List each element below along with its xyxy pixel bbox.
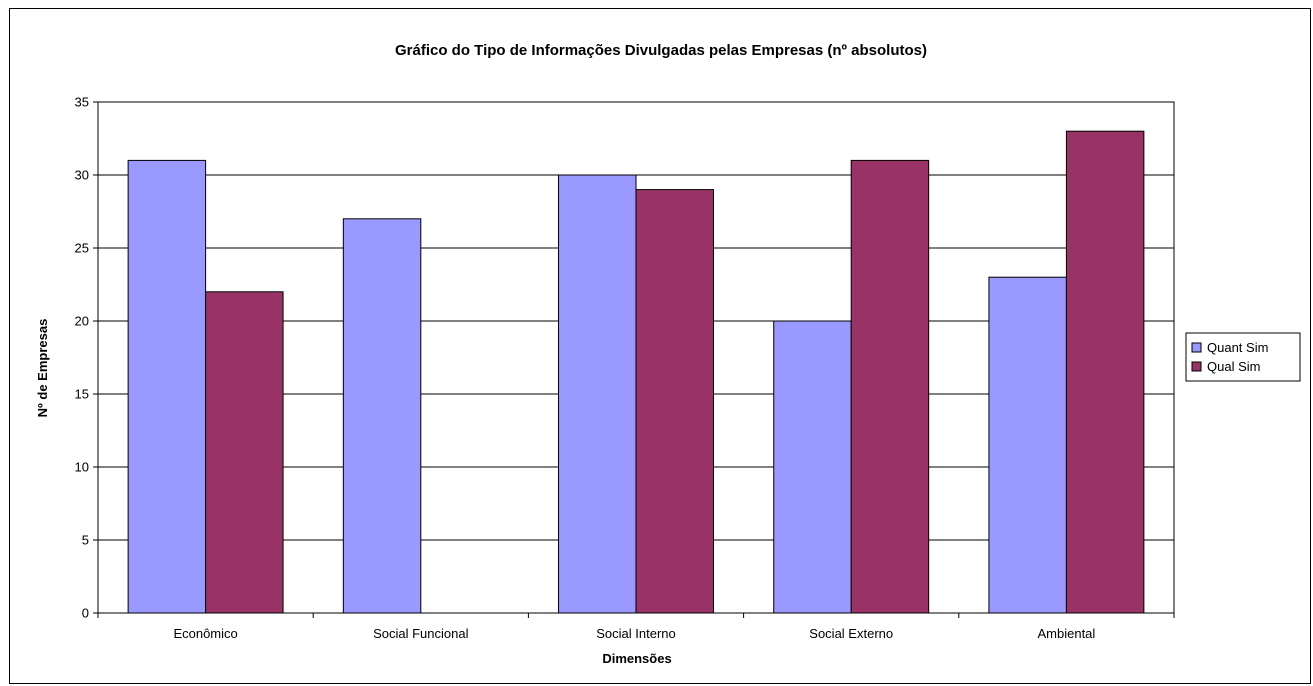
legend: Quant Sim Qual Sim (1185, 332, 1301, 382)
y-tick-label: 35 (75, 95, 89, 110)
x-tick-labels: Econômico Social Funcional Social Interno S… (173, 626, 1095, 641)
bar-qual-sim (850, 159, 930, 614)
bar-chart: Gráfico do Tipo de Informações Divulgada… (35, 42, 1301, 666)
legend-swatch (1191, 342, 1202, 353)
x-tick-label: Social Funcional (373, 626, 468, 641)
bar-quant-sim (773, 320, 852, 614)
x-axis-title: Dimensões (602, 651, 671, 666)
x-tick-label: Ambiental (1037, 626, 1095, 641)
legend-box (1185, 332, 1301, 382)
chart-frame: Gráfico do Tipo de Informações Divulgada… (9, 8, 1311, 684)
x-tick-label: Social Externo (809, 626, 893, 641)
y-tick-label: 10 (75, 460, 89, 475)
y-tick-label: 30 (75, 168, 89, 183)
y-tick-label: 15 (75, 387, 89, 402)
x-tick-label: Econômico (173, 626, 237, 641)
y-tick-label: 20 (75, 314, 89, 329)
bar-qual-sim (205, 291, 284, 614)
legend-label: Quant Sim (1207, 340, 1268, 355)
axes (93, 101, 1175, 618)
bar-quant-sim (988, 276, 1067, 614)
legend-label: Qual Sim (1207, 359, 1260, 374)
y-tick-label: 0 (82, 606, 89, 621)
bar-quant-sim (558, 174, 637, 614)
bars (127, 130, 1145, 614)
bar-qual-sim (635, 189, 714, 614)
y-tick-label: 5 (82, 533, 89, 548)
bar-quant-sim (127, 159, 207, 614)
chart-title: Gráfico do Tipo de Informações Divulgada… (395, 42, 927, 59)
plot-area-border (97, 101, 1175, 614)
y-tick-labels: 0 5 10 15 20 25 30 35 (75, 95, 89, 621)
bar-quant-sim (342, 218, 422, 614)
y-tick-label: 25 (75, 241, 89, 256)
x-tick-label: Social Interno (596, 626, 676, 641)
legend-swatch (1191, 361, 1202, 372)
bar-qual-sim (1065, 130, 1145, 614)
y-axis-title: Nº de Empresas (35, 319, 50, 418)
